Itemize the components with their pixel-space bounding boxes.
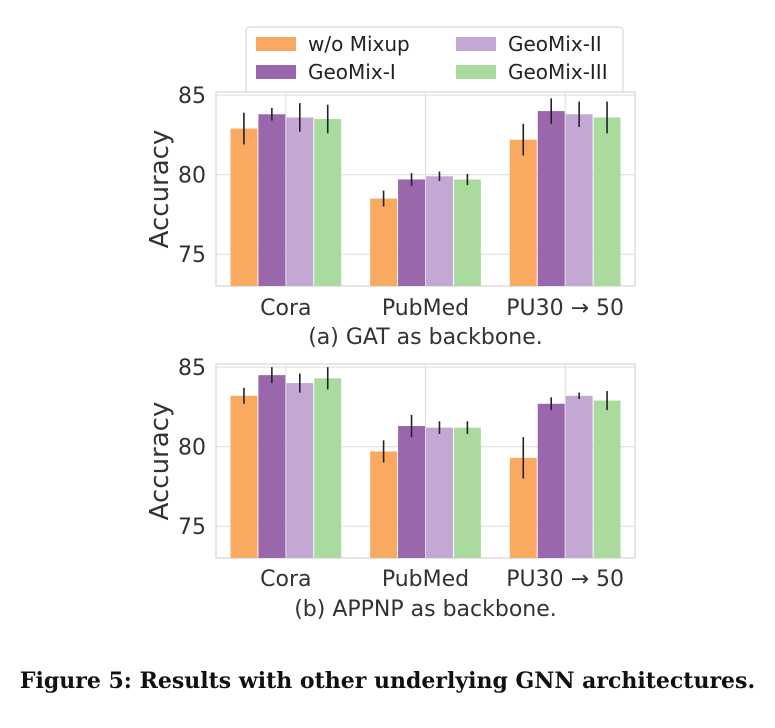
x-tick-label-cora: Cora bbox=[260, 567, 311, 592]
bar-geomix-ii-cora bbox=[286, 117, 314, 286]
y-tick-label-85: 85 bbox=[178, 84, 206, 109]
bar-geomix-i-pu30-50 bbox=[537, 111, 565, 286]
figure-caption: Figure 5: Results with other underlying … bbox=[19, 668, 756, 694]
bar-geomix-iii-cora bbox=[314, 378, 342, 558]
y-tick-label-75: 75 bbox=[178, 515, 206, 540]
bar-geomix-ii-cora bbox=[286, 383, 314, 558]
y-axis-label: Accuracy bbox=[145, 130, 175, 249]
y-tick-label-85: 85 bbox=[178, 356, 206, 381]
bar-w-o-mixup-cora bbox=[230, 128, 258, 286]
bar-geomix-i-pu30-50 bbox=[537, 403, 565, 558]
panel-caption: (b) APPNP as backbone. bbox=[294, 597, 557, 622]
bar-w-o-mixup-pu30-50 bbox=[509, 139, 537, 286]
bar-geomix-i-cora bbox=[258, 375, 286, 558]
y-axis-label: Accuracy bbox=[145, 402, 175, 521]
x-tick-label-pubmed: PubMed bbox=[382, 567, 469, 592]
bar-w-o-mixup-pubmed bbox=[370, 198, 398, 286]
bar-geomix-ii-pu30-50 bbox=[565, 114, 593, 286]
legend-label-geomix-i: GeoMix-I bbox=[308, 60, 396, 84]
bar-geomix-iii-pu30-50 bbox=[593, 117, 621, 286]
legend-label-geomix-ii: GeoMix-II bbox=[508, 32, 602, 56]
x-tick-label-pu30-50: PU30 → 50 bbox=[506, 296, 624, 321]
y-tick-label-75: 75 bbox=[178, 243, 206, 268]
legend: w/o Mixup GeoMix-I GeoMix-II GeoMix-III bbox=[245, 26, 624, 95]
bar-w-o-mixup-pubmed bbox=[370, 451, 398, 558]
bar-geomix-iii-pubmed bbox=[453, 179, 481, 286]
panel-caption: (a) GAT as backbone. bbox=[308, 325, 543, 350]
legend-label-geomix-iii: GeoMix-III bbox=[508, 60, 608, 84]
bar-geomix-i-pubmed bbox=[398, 179, 425, 286]
bar-geomix-iii-pu30-50 bbox=[593, 400, 621, 558]
bar-geomix-ii-pu30-50 bbox=[565, 395, 593, 558]
legend-swatch-geomix-i bbox=[256, 65, 296, 79]
bar-geomix-iii-cora bbox=[314, 119, 342, 287]
x-tick-label-pubmed: PubMed bbox=[382, 296, 469, 321]
legend-swatch-geomix-ii bbox=[456, 37, 496, 51]
legend-swatch-w-o-mixup bbox=[256, 37, 296, 51]
bar-geomix-ii-pubmed bbox=[426, 427, 453, 558]
bar-geomix-i-pubmed bbox=[398, 426, 425, 558]
y-tick-label-80: 80 bbox=[178, 164, 206, 189]
legend-label-w-o-mixup: w/o Mixup bbox=[308, 32, 410, 56]
x-tick-label-pu30-50: PU30 → 50 bbox=[506, 567, 624, 592]
x-tick-label-cora: Cora bbox=[260, 296, 311, 321]
y-tick-label-80: 80 bbox=[178, 436, 206, 461]
legend-swatch-geomix-iii bbox=[456, 65, 496, 79]
bar-geomix-ii-pubmed bbox=[426, 176, 453, 286]
bar-w-o-mixup-cora bbox=[230, 395, 258, 558]
bar-geomix-i-cora bbox=[258, 114, 286, 286]
bar-geomix-iii-pubmed bbox=[453, 427, 481, 558]
